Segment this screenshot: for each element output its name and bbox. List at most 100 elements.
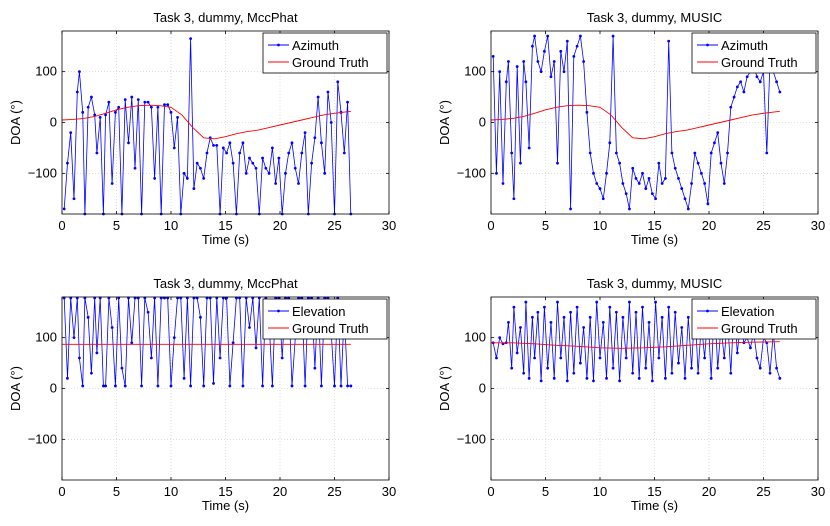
data-point [172, 336, 176, 340]
data-point [703, 356, 707, 360]
data-point [641, 171, 644, 175]
data-point [93, 113, 97, 117]
data-point [120, 366, 124, 370]
data-point [608, 141, 612, 145]
data-point [755, 75, 759, 79]
x-tick-label: 10 [593, 484, 607, 499]
data-point [690, 182, 693, 185]
y-axis-label: DOA (°) [8, 366, 23, 411]
data-point [683, 197, 687, 201]
data-point [637, 376, 641, 380]
data-point [742, 90, 746, 94]
data-point [166, 103, 170, 107]
data-point [713, 141, 716, 145]
y-tick-label: −100 [28, 165, 57, 180]
data-point [90, 95, 93, 99]
data-point [507, 60, 510, 63]
data-point [146, 100, 150, 104]
legend-marker [277, 43, 280, 47]
x-tick-label: 5 [113, 218, 120, 233]
data-point [267, 171, 271, 175]
data-point [735, 351, 739, 355]
x-tick-label: 25 [756, 218, 770, 233]
data-point [512, 197, 516, 201]
data-point [303, 131, 307, 135]
data-point [95, 351, 99, 355]
legend-box [691, 298, 817, 340]
data-point [238, 151, 242, 155]
data-point [719, 161, 723, 165]
legend-label: Azimuth [292, 38, 339, 53]
data-point [346, 384, 349, 388]
data-point [722, 182, 726, 185]
data-point [326, 90, 330, 94]
data-point [670, 151, 674, 155]
data-point [527, 376, 531, 380]
data-point [72, 197, 76, 201]
data-point [293, 166, 297, 170]
subplot-3: 0 5 10 15 20 25 30 −100 0 100 Task 3, dummy, MccPh… [8, 276, 396, 513]
x-tick-label: 25 [327, 484, 341, 499]
data-point [552, 376, 556, 380]
data-point [136, 98, 140, 102]
data-point [572, 55, 576, 58]
data-point [686, 315, 690, 319]
data-point [592, 171, 595, 175]
data-point [667, 305, 671, 309]
data-point [339, 384, 343, 388]
data-point [634, 177, 638, 180]
data-point [611, 34, 615, 38]
data-point [172, 146, 176, 150]
data-point [274, 182, 278, 185]
data-point [81, 384, 85, 388]
data-point [595, 182, 599, 185]
data-point [686, 207, 690, 211]
data-point [231, 341, 235, 345]
legend-label: Azimuth [721, 38, 768, 53]
data-point [598, 356, 602, 360]
data-point [722, 356, 726, 360]
data-point [498, 70, 502, 74]
data-point [585, 376, 589, 380]
series-azimuth [491, 34, 782, 211]
legend-marker [277, 309, 280, 313]
y-tick-label: 0 [479, 115, 486, 130]
data-point [498, 336, 502, 340]
data-point [618, 379, 622, 383]
data-point [726, 151, 729, 155]
data-point [297, 182, 300, 185]
data-point [673, 166, 677, 170]
data-point [522, 60, 526, 63]
data-point [631, 371, 635, 375]
data-point [729, 371, 733, 375]
subplot-4: 0 5 10 15 20 25 30 −100 0 100 Task 3, dummy, MUSIC… [437, 276, 825, 513]
data-point [778, 90, 782, 94]
x-tick-label: 20 [702, 218, 716, 233]
data-point [218, 356, 222, 360]
data-point [104, 384, 107, 388]
data-point [66, 161, 69, 165]
data-point [618, 161, 622, 165]
data-point [631, 166, 635, 170]
legend-box [691, 32, 817, 74]
data-point [189, 37, 193, 41]
data-point [280, 356, 284, 360]
data-point [585, 110, 589, 114]
data-point [320, 141, 323, 145]
data-point [86, 105, 90, 109]
legend: Elevation Ground Truth [691, 298, 817, 340]
data-point [277, 156, 281, 160]
data-point [562, 70, 566, 74]
data-point [287, 151, 291, 155]
x-axis-label: Time (s) [202, 498, 249, 513]
data-point [98, 116, 102, 119]
data-point [683, 376, 687, 380]
data-point [270, 384, 274, 388]
data-point [569, 207, 572, 211]
data-point [75, 90, 79, 94]
data-point [546, 366, 550, 370]
data-point [569, 310, 572, 314]
data-point [647, 177, 651, 180]
x-tick-label: 0 [487, 484, 494, 499]
